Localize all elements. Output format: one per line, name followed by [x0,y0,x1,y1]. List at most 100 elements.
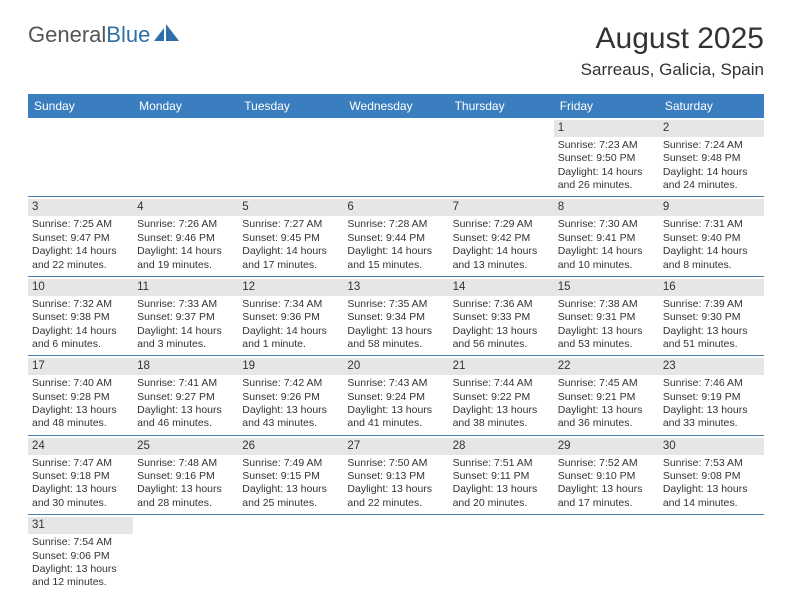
day-cell: 20Sunrise: 7:43 AMSunset: 9:24 PMDayligh… [343,356,448,434]
daylight-text: Daylight: 13 hours [32,483,129,496]
day-number: 27 [343,438,448,455]
day-number: 16 [659,279,764,296]
sunrise-text: Sunrise: 7:40 AM [32,377,129,390]
sunrise-text: Sunrise: 7:24 AM [663,139,760,152]
daylight-text: and 8 minutes. [663,259,760,272]
day-cell: 21Sunrise: 7:44 AMSunset: 9:22 PMDayligh… [449,356,554,434]
sunset-text: Sunset: 9:15 PM [242,470,339,483]
day-cell: 14Sunrise: 7:36 AMSunset: 9:33 PMDayligh… [449,277,554,355]
daylight-text: Daylight: 13 hours [453,325,550,338]
empty-cell [554,515,659,593]
daylight-text: Daylight: 13 hours [347,483,444,496]
daylight-text: Daylight: 13 hours [558,325,655,338]
daylight-text: and 14 minutes. [663,497,760,510]
empty-cell [133,118,238,196]
day-cell: 19Sunrise: 7:42 AMSunset: 9:26 PMDayligh… [238,356,343,434]
empty-cell [659,515,764,593]
day-cell: 22Sunrise: 7:45 AMSunset: 9:21 PMDayligh… [554,356,659,434]
empty-cell [343,118,448,196]
daylight-text: Daylight: 14 hours [347,245,444,258]
sunrise-text: Sunrise: 7:29 AM [453,218,550,231]
daylight-text: and 26 minutes. [558,179,655,192]
empty-cell [133,515,238,593]
sunset-text: Sunset: 9:36 PM [242,311,339,324]
day-number: 29 [554,438,659,455]
daylight-text: Daylight: 13 hours [453,404,550,417]
daylight-text: Daylight: 13 hours [347,404,444,417]
weekday-label: Sunday [28,94,133,118]
daylight-text: Daylight: 13 hours [558,404,655,417]
day-cell: 13Sunrise: 7:35 AMSunset: 9:34 PMDayligh… [343,277,448,355]
day-number: 17 [28,358,133,375]
day-number: 23 [659,358,764,375]
weeks: 1Sunrise: 7:23 AMSunset: 9:50 PMDaylight… [28,118,764,594]
daylight-text: and 15 minutes. [347,259,444,272]
day-number: 24 [28,438,133,455]
daylight-text: Daylight: 14 hours [453,245,550,258]
title-block: August 2025 Sarreaus, Galicia, Spain [581,22,764,80]
empty-cell [238,118,343,196]
sunset-text: Sunset: 9:46 PM [137,232,234,245]
day-cell: 23Sunrise: 7:46 AMSunset: 9:19 PMDayligh… [659,356,764,434]
day-cell: 9Sunrise: 7:31 AMSunset: 9:40 PMDaylight… [659,197,764,275]
daylight-text: and 41 minutes. [347,417,444,430]
weekday-label: Monday [133,94,238,118]
daylight-text: Daylight: 13 hours [242,404,339,417]
sunrise-text: Sunrise: 7:23 AM [558,139,655,152]
day-cell: 11Sunrise: 7:33 AMSunset: 9:37 PMDayligh… [133,277,238,355]
sunrise-text: Sunrise: 7:38 AM [558,298,655,311]
daylight-text: and 56 minutes. [453,338,550,351]
sunrise-text: Sunrise: 7:48 AM [137,457,234,470]
daylight-text: and 1 minute. [242,338,339,351]
sunrise-text: Sunrise: 7:53 AM [663,457,760,470]
sunrise-text: Sunrise: 7:32 AM [32,298,129,311]
empty-cell [449,515,554,593]
weekday-label: Friday [554,94,659,118]
daylight-text: and 22 minutes. [347,497,444,510]
daylight-text: and 28 minutes. [137,497,234,510]
sunset-text: Sunset: 9:18 PM [32,470,129,483]
day-cell: 25Sunrise: 7:48 AMSunset: 9:16 PMDayligh… [133,436,238,514]
sunset-text: Sunset: 9:24 PM [347,391,444,404]
week-row: 10Sunrise: 7:32 AMSunset: 9:38 PMDayligh… [28,277,764,356]
sunrise-text: Sunrise: 7:47 AM [32,457,129,470]
sunrise-text: Sunrise: 7:50 AM [347,457,444,470]
calendar: SundayMondayTuesdayWednesdayThursdayFrid… [28,94,764,594]
daylight-text: Daylight: 13 hours [558,483,655,496]
week-row: 31Sunrise: 7:54 AMSunset: 9:06 PMDayligh… [28,515,764,593]
logo-text-1: General [28,22,106,48]
daylight-text: Daylight: 13 hours [453,483,550,496]
sunset-text: Sunset: 9:37 PM [137,311,234,324]
day-number: 1 [554,120,659,137]
daylight-text: Daylight: 14 hours [137,245,234,258]
daylight-text: and 12 minutes. [32,576,129,589]
sunset-text: Sunset: 9:22 PM [453,391,550,404]
daylight-text: Daylight: 14 hours [242,325,339,338]
daylight-text: and 53 minutes. [558,338,655,351]
daylight-text: Daylight: 14 hours [137,325,234,338]
day-number: 21 [449,358,554,375]
day-number: 4 [133,199,238,216]
daylight-text: and 58 minutes. [347,338,444,351]
sunset-text: Sunset: 9:21 PM [558,391,655,404]
day-cell: 24 Sunrise: 7:47 AMSunset: 9:18 PMDayligh… [28,436,133,514]
sunrise-text: Sunrise: 7:41 AM [137,377,234,390]
day-number: 30 [659,438,764,455]
day-cell: 16Sunrise: 7:39 AMSunset: 9:30 PMDayligh… [659,277,764,355]
sunrise-text: Sunrise: 7:39 AM [663,298,760,311]
month-title: August 2025 [581,22,764,56]
day-number: 11 [133,279,238,296]
weekday-label: Saturday [659,94,764,118]
sunrise-text: Sunrise: 7:49 AM [242,457,339,470]
sunset-text: Sunset: 9:47 PM [32,232,129,245]
day-cell: 31Sunrise: 7:54 AMSunset: 9:06 PMDayligh… [28,515,133,593]
sunset-text: Sunset: 9:31 PM [558,311,655,324]
day-number: 3 [28,199,133,216]
day-cell: 27Sunrise: 7:50 AMSunset: 9:13 PMDayligh… [343,436,448,514]
day-number: 20 [343,358,448,375]
day-number: 19 [238,358,343,375]
empty-cell [28,118,133,196]
empty-cell [449,118,554,196]
daylight-text: Daylight: 13 hours [663,325,760,338]
day-cell: 2Sunrise: 7:24 AMSunset: 9:48 PMDaylight… [659,118,764,196]
